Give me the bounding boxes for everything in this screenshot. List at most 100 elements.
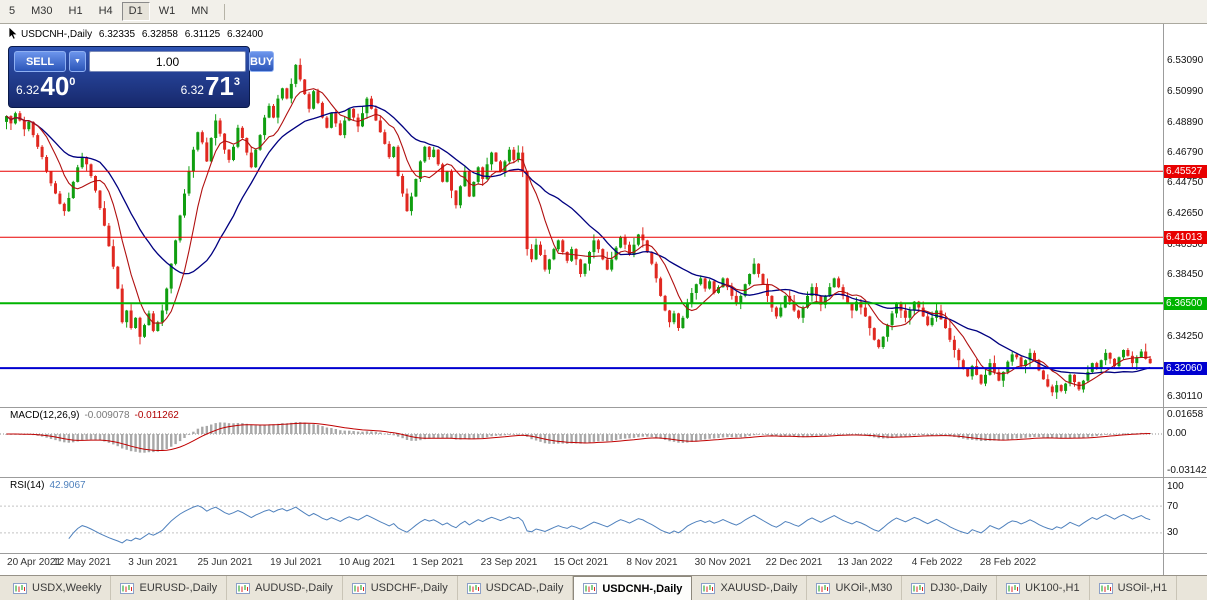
price-axis-label: 6.38450 bbox=[1167, 269, 1204, 280]
chart-tab-label: USDCAD-,Daily bbox=[485, 582, 564, 594]
date-label: 19 Jul 2021 bbox=[270, 557, 322, 568]
pane-separator[interactable] bbox=[0, 553, 1207, 554]
tab-chart-icon bbox=[120, 582, 135, 594]
date-label: 23 Sep 2021 bbox=[480, 557, 538, 568]
timeframe-button-w1[interactable]: W1 bbox=[152, 2, 183, 21]
price-axis-label: 6.44750 bbox=[1167, 177, 1204, 188]
sell-price-pips: 40 bbox=[40, 71, 70, 101]
volume-input[interactable] bbox=[89, 51, 246, 72]
ma-slow-line bbox=[6, 104, 1151, 375]
chart-tab-label: AUDUSD-,Daily bbox=[255, 582, 333, 594]
chart-tab-dj30-daily[interactable]: DJ30-,Daily bbox=[902, 576, 998, 600]
chart-title: USDCNH-,Daily bbox=[21, 29, 93, 40]
pane-separator[interactable] bbox=[0, 407, 1207, 408]
mouse-cursor-icon bbox=[8, 27, 19, 40]
toolbar-separator bbox=[224, 3, 226, 20]
chart-tab-label: DJ30-,Daily bbox=[930, 582, 988, 594]
chart-ohlc-header: USDCNH-,Daily 6.32335 6.32858 6.31125 6.… bbox=[21, 29, 267, 40]
macd-axis-label: 0.01658 bbox=[1167, 409, 1204, 420]
chart-tab-usoil-h1[interactable]: USOil-,H1 bbox=[1090, 576, 1178, 600]
chart-tab-ukoil-m30[interactable]: UKOil-,M30 bbox=[807, 576, 903, 600]
chart-tab-audusd-daily[interactable]: AUDUSD-,Daily bbox=[227, 576, 343, 600]
chart-tab-label: XAUUSD-,Daily bbox=[720, 582, 798, 594]
timeframe-button-m30[interactable]: M30 bbox=[24, 2, 59, 21]
tab-chart-icon bbox=[911, 582, 926, 594]
date-label: 3 Jun 2021 bbox=[128, 557, 178, 568]
rsi-indicator-pane[interactable]: RSI(14) 42.9067 bbox=[0, 478, 1163, 553]
macd-canvas[interactable] bbox=[0, 408, 1163, 477]
sell-button[interactable]: SELL bbox=[14, 51, 66, 72]
macd-axis-label: 0.00 bbox=[1167, 428, 1187, 439]
price-axis-label: 6.48890 bbox=[1167, 117, 1204, 128]
chart-tab-usdchf-daily[interactable]: USDCHF-,Daily bbox=[343, 576, 458, 600]
chart-tab-usdcad-daily[interactable]: USDCAD-,Daily bbox=[458, 576, 574, 600]
rsi-axis-label: 30 bbox=[1167, 527, 1179, 538]
buy-price-prefix: 6.32 bbox=[180, 83, 204, 97]
date-label: 8 Nov 2021 bbox=[626, 557, 678, 568]
rsi-name: RSI(14) bbox=[10, 480, 45, 491]
rsi-axis-label: 100 bbox=[1167, 481, 1184, 492]
tab-chart-icon bbox=[583, 583, 598, 594]
rsi-label: RSI(14) 42.9067 bbox=[10, 480, 86, 491]
buy-price-pips: 71 bbox=[204, 71, 234, 101]
chart-tab-label: EURUSD-,Daily bbox=[139, 582, 218, 594]
macd-main-value: -0.009078 bbox=[84, 410, 130, 421]
tab-chart-icon bbox=[701, 582, 716, 594]
high-value: 6.32858 bbox=[141, 29, 178, 40]
tab-chart-icon bbox=[236, 582, 251, 594]
price-line-tag: 6.41013 bbox=[1164, 231, 1207, 244]
chart-tab-usdx-weekly[interactable]: USDX,Weekly bbox=[4, 576, 112, 600]
timeframe-button-mn[interactable]: MN bbox=[184, 2, 215, 21]
price-line-tag: 6.36500 bbox=[1164, 297, 1207, 310]
chart-tab-bar: USDX,Weekly EURUSD-,Daily AUDUSD-,Daily USD… bbox=[0, 575, 1207, 600]
candles-group bbox=[5, 58, 1152, 399]
date-label: 20 Apr 2021 bbox=[7, 557, 61, 568]
tab-chart-icon bbox=[466, 582, 481, 594]
chart-tab-xauusd-daily[interactable]: XAUUSD-,Daily bbox=[692, 576, 808, 600]
date-label: 13 Jan 2022 bbox=[837, 557, 893, 568]
price-axis-label: 6.40550 bbox=[1167, 239, 1204, 250]
chart-tab-label: USDCHF-,Daily bbox=[370, 582, 448, 594]
timeframe-toolbar: 5 M30 H1 H4 D1 W1 MN bbox=[0, 0, 1207, 24]
macd-signal-line bbox=[6, 422, 1151, 451]
timeframe-button-h1[interactable]: H1 bbox=[62, 2, 90, 21]
timeframe-button-d1[interactable]: D1 bbox=[121, 2, 150, 21]
chart-tab-usdcnh-daily[interactable]: USDCNH-,Daily bbox=[573, 576, 693, 600]
price-axis-label: 6.30110 bbox=[1167, 391, 1203, 402]
one-click-trading-panel: SELL ▼ BUY 6.32 40 0 6.32 71 3 bbox=[8, 46, 275, 108]
chart-tab-label: UKOil-,M30 bbox=[835, 582, 893, 594]
date-label: 25 Jun 2021 bbox=[197, 557, 253, 568]
tab-chart-icon bbox=[13, 582, 27, 594]
timeframe-button-5[interactable]: 5 bbox=[2, 2, 22, 21]
time-axis[interactable]: 20 Apr 2021 12 May 2021 3 Jun 2021 25 Jun 2… bbox=[0, 554, 1163, 575]
macd-indicator-pane[interactable]: MACD(12,26,9) -0.009078 -0.011262 bbox=[0, 408, 1163, 477]
chart-tab-label: USOil-,H1 bbox=[1117, 582, 1168, 594]
date-label: 1 Sep 2021 bbox=[412, 557, 464, 568]
pane-separator[interactable] bbox=[0, 477, 1207, 478]
price-axis-label: 6.42650 bbox=[1167, 208, 1204, 219]
rsi-axis-label: 70 bbox=[1167, 501, 1179, 512]
date-label: 12 May 2021 bbox=[53, 557, 111, 568]
sell-price: 6.32 40 0 bbox=[16, 73, 75, 100]
rsi-canvas[interactable] bbox=[0, 478, 1163, 553]
chart-tab-label: USDCNH-,Daily bbox=[602, 582, 683, 595]
price-chart-canvas[interactable] bbox=[0, 24, 1163, 407]
date-label: 10 Aug 2021 bbox=[338, 557, 396, 568]
price-axis-label: 6.50990 bbox=[1167, 86, 1204, 97]
date-label: 22 Dec 2021 bbox=[765, 557, 823, 568]
chart-tab-uk100-h1[interactable]: UK100-,H1 bbox=[997, 576, 1090, 600]
tab-chart-icon bbox=[351, 582, 366, 594]
price-axis[interactable]: 6.53090 6.50990 6.48890 6.46790 6.44750 6.426… bbox=[1163, 24, 1207, 575]
tab-chart-icon bbox=[1098, 582, 1113, 594]
volume-dropdown-button[interactable]: ▼ bbox=[69, 51, 86, 72]
buy-price: 6.32 71 3 bbox=[181, 73, 240, 100]
price-axis-label: 6.34250 bbox=[1167, 331, 1204, 342]
date-label: 30 Nov 2021 bbox=[694, 557, 752, 568]
chart-tab-eurusd-daily[interactable]: EURUSD-,Daily bbox=[111, 576, 228, 600]
macd-signal-value: -0.011262 bbox=[134, 410, 179, 421]
chart-tab-label: UK100-,H1 bbox=[1025, 582, 1080, 594]
timeframe-button-h4[interactable]: H4 bbox=[92, 2, 120, 21]
tab-chart-icon bbox=[1006, 582, 1021, 594]
buy-button[interactable]: BUY bbox=[249, 51, 275, 72]
